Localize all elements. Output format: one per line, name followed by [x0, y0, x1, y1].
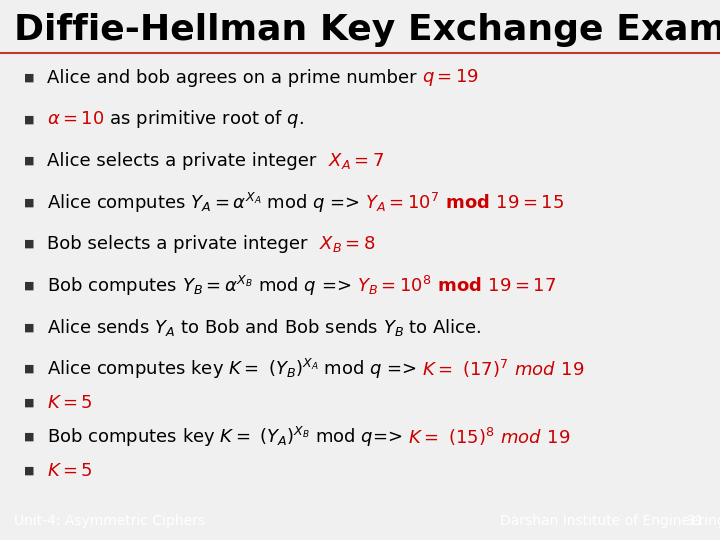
Text: $Y_B = 10^8$ mod $19 = 17$: $Y_B = 10^8$ mod $19 = 17$ — [351, 274, 556, 297]
Text: Bob computes key $K =$ $(Y_A)^{X_B}$ mod $q$=>: Bob computes key $K =$ $(Y_A)^{X_B}$ mod… — [47, 425, 402, 449]
Text: Bob computes $Y_B = \alpha^{X_B}$ mod $q$ =>: Bob computes $Y_B = \alpha^{X_B}$ mod $q… — [47, 274, 351, 298]
Text: $K = 5$: $K = 5$ — [47, 394, 93, 412]
Text: ■: ■ — [24, 322, 34, 332]
Text: $X_B = 8$: $X_B = 8$ — [319, 234, 375, 254]
Text: ■: ■ — [24, 432, 34, 442]
Text: Alice selects a private integer: Alice selects a private integer — [47, 152, 328, 170]
Text: ■: ■ — [24, 239, 34, 249]
Text: ■: ■ — [24, 156, 34, 166]
Text: as primitive root of $q$.: as primitive root of $q$. — [104, 108, 305, 130]
Text: $Y_A = 10^7$ mod $19 = 15$: $Y_A = 10^7$ mod $19 = 15$ — [359, 191, 564, 214]
Text: 31: 31 — [687, 514, 704, 528]
Text: $X_A = 7$: $X_A = 7$ — [328, 151, 384, 171]
Text: Alice sends $Y_A$ to Bob and Bob sends $Y_B$ to Alice.: Alice sends $Y_A$ to Bob and Bob sends $… — [47, 317, 482, 338]
Text: Bob selects a private integer: Bob selects a private integer — [47, 235, 319, 253]
Text: Alice and bob agrees on a prime number: Alice and bob agrees on a prime number — [47, 69, 422, 87]
Text: $K = 5$: $K = 5$ — [47, 462, 93, 480]
Text: ■: ■ — [24, 281, 34, 291]
Text: ■: ■ — [24, 73, 34, 83]
Text: Alice computes key $K =$ $(Y_B)^{X_A}$ mod $q$ =>: Alice computes key $K =$ $(Y_B)^{X_A}$ m… — [47, 357, 416, 381]
Text: Alice computes $Y_A = \alpha^{X_A}$ mod $q$ =>: Alice computes $Y_A = \alpha^{X_A}$ mod … — [47, 191, 359, 214]
Text: $K =$ $(17)^7$ $mod$ $19$: $K =$ $(17)^7$ $mod$ $19$ — [416, 358, 585, 380]
Text: ■: ■ — [24, 398, 34, 408]
Text: $\alpha = 10$: $\alpha = 10$ — [47, 110, 104, 129]
Text: Diffie-Hellman Key Exchange Example: Diffie-Hellman Key Exchange Example — [14, 12, 720, 46]
Text: Darshan Institute of Engineering & Technology: Darshan Institute of Engineering & Techn… — [500, 514, 720, 528]
Text: $K =$ $(15)^8$ $mod$ $19$: $K =$ $(15)^8$ $mod$ $19$ — [402, 426, 570, 448]
Text: ■: ■ — [24, 364, 34, 374]
Text: $q = 19$: $q = 19$ — [422, 67, 480, 88]
Text: ■: ■ — [24, 198, 34, 207]
Text: ■: ■ — [24, 114, 34, 124]
Text: Unit-4: Asymmetric Ciphers: Unit-4: Asymmetric Ciphers — [14, 514, 205, 528]
Text: ■: ■ — [24, 466, 34, 476]
